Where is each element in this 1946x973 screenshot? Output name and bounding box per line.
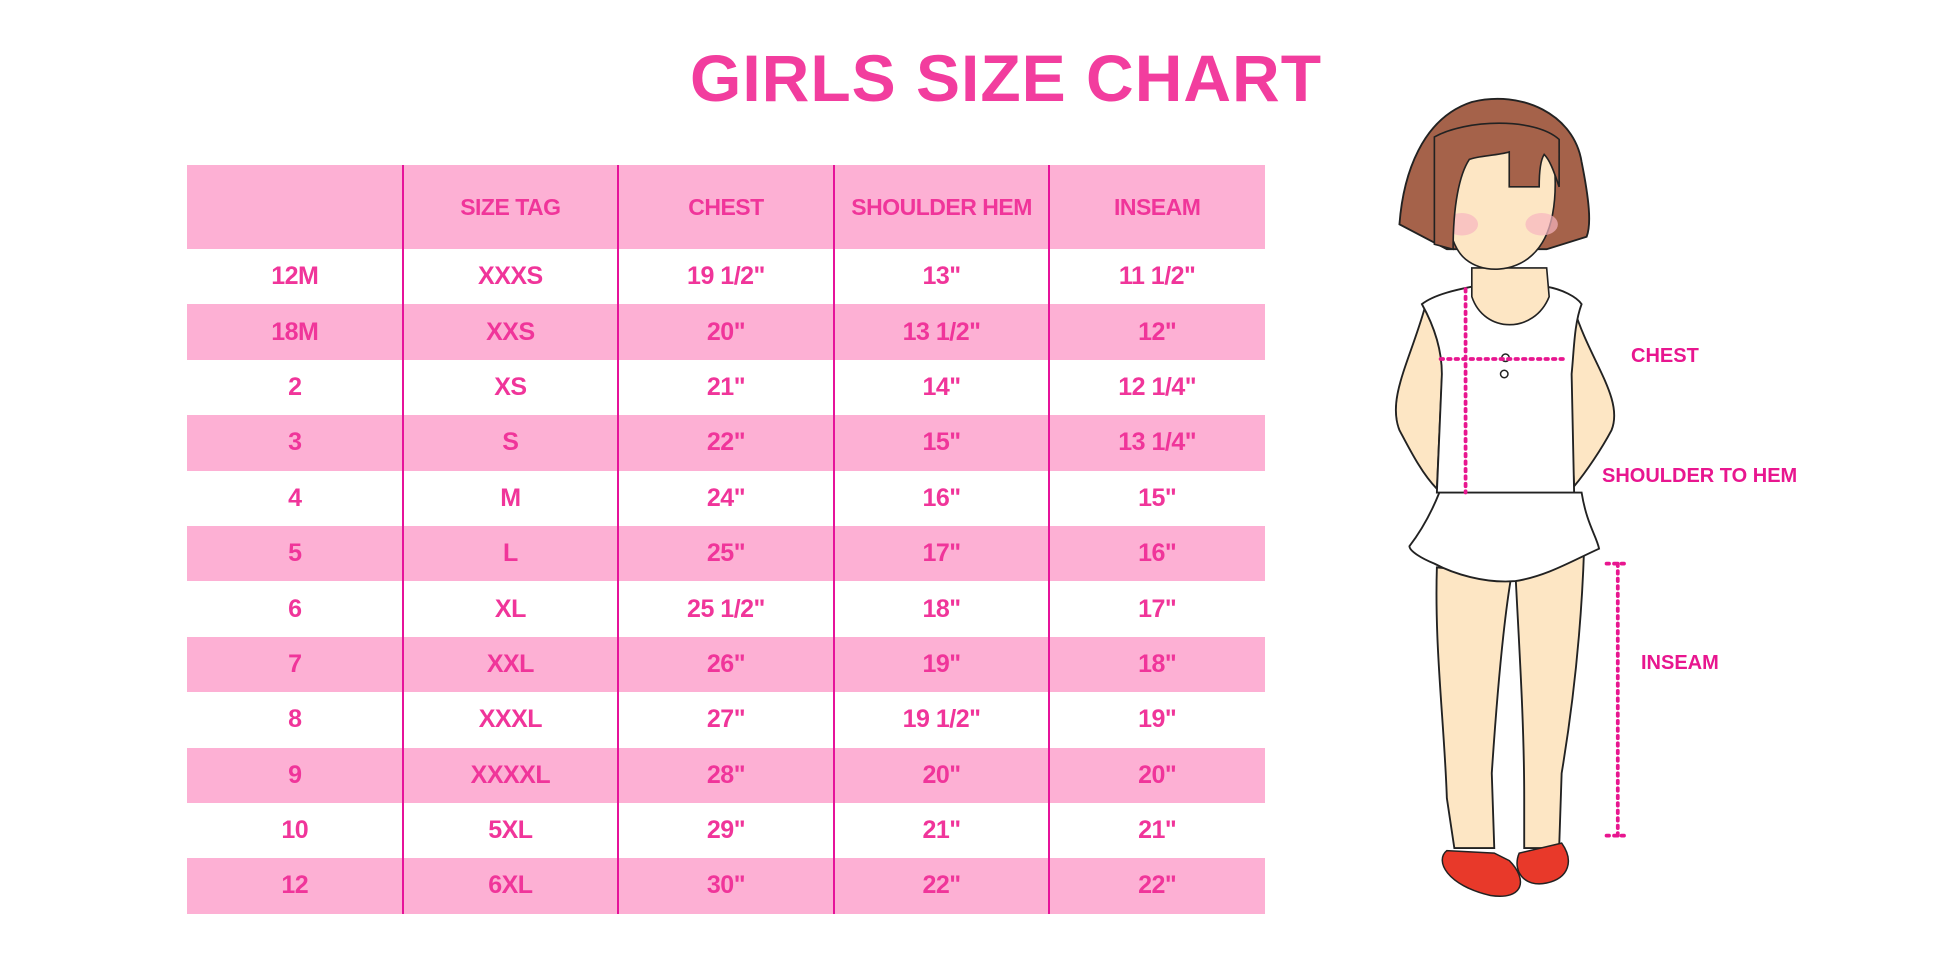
table-row: 18M XXS 20" 13 1/2" 12"	[187, 304, 1265, 360]
table-cell: XXS	[486, 317, 535, 346]
table-cell: 24"	[706, 483, 746, 512]
table-row: 4 M 24" 16" 15"	[187, 471, 1265, 526]
column-divider	[402, 165, 404, 914]
table-row: 6 XL 25 1/2" 18" 17"	[187, 581, 1265, 636]
table-cell: 19 1/2"	[687, 262, 765, 291]
table-cell: 26"	[706, 649, 746, 678]
table-row: 10 5XL 29" 21" 21"	[187, 803, 1265, 858]
table-cell: 8	[288, 705, 302, 734]
table-row: 12M XXXS 19 1/2" 13" 11 1/2"	[187, 249, 1265, 304]
table-cell: M	[500, 483, 521, 512]
table-cell: 5XL	[488, 816, 533, 845]
table-cell: S	[502, 428, 519, 457]
table-cell: 22"	[706, 428, 746, 457]
table-cell: XL	[494, 594, 526, 623]
table-cell: 21"	[1138, 816, 1177, 845]
table-row: 7 XXL 26" 19" 18"	[187, 636, 1265, 693]
table-cell: 3	[288, 428, 302, 457]
table-cell: 9	[288, 760, 302, 789]
table-cell: 12M	[271, 262, 319, 291]
table-cell: 10	[281, 816, 309, 845]
table-cell: 20"	[706, 317, 746, 346]
table-cell: 19 1/2"	[902, 705, 981, 734]
table-cell: 6	[288, 594, 302, 623]
table-cell: 18"	[922, 594, 961, 623]
table-cell: XS	[494, 372, 527, 401]
table-cell: 22"	[922, 871, 961, 900]
table-cell: L	[503, 539, 518, 568]
column-divider	[833, 165, 835, 914]
table-cell: 14"	[922, 372, 961, 401]
column-divider	[617, 165, 619, 914]
table-cell: 2	[288, 372, 302, 401]
table-cell: 17"	[922, 539, 961, 568]
table-cell: 28"	[706, 760, 746, 789]
table-cell: 13"	[922, 262, 961, 291]
table-header-row: SIZE TAG CHEST SHOULDER HEM INSEAM	[187, 165, 1265, 249]
column-header: CHEST	[688, 193, 764, 220]
table-cell: 12"	[1138, 317, 1177, 346]
table-cell: 25"	[706, 539, 746, 568]
table-cell: 12 1/4"	[1118, 372, 1197, 401]
size-table: SIZE TAG CHEST SHOULDER HEM INSEAM 12M XXXS 19…	[187, 165, 1265, 914]
table-row: 8 XXXL 27" 19 1/2" 19"	[187, 692, 1265, 747]
table-cell: 11 1/2"	[1118, 262, 1196, 291]
table-cell: 21"	[922, 816, 961, 845]
table-cell: XXL	[486, 649, 535, 678]
table-cell: 25 1/2"	[687, 594, 765, 623]
table-cell: XXXXL	[470, 760, 551, 789]
table-cell: 17"	[1138, 594, 1177, 623]
girl-measurement-illustration	[1394, 97, 1629, 897]
table-cell: 22"	[1138, 871, 1177, 900]
table-cell: 16"	[1138, 539, 1177, 568]
table-row: 12 6XL 30" 22" 22"	[187, 858, 1265, 914]
table-cell: 13 1/2"	[902, 317, 981, 346]
table-cell: 20"	[922, 760, 961, 789]
column-header: SHOULDER HEM	[851, 193, 1032, 220]
inseam-label: INSEAM	[1641, 652, 1719, 674]
table-cell: 21"	[706, 372, 746, 401]
column-header: SIZE TAG	[460, 193, 561, 220]
table-row: 3 S 22" 15" 13 1/4"	[187, 415, 1265, 471]
table-cell: 19"	[1138, 705, 1177, 734]
table-cell: 13 1/4"	[1118, 428, 1197, 457]
table-cell: 30"	[706, 871, 746, 900]
table-cell: 16"	[922, 483, 961, 512]
page-title: GIRLS SIZE CHART	[690, 41, 1323, 115]
column-header: INSEAM	[1113, 193, 1201, 220]
table-cell: 7	[288, 649, 302, 678]
table-cell: 20"	[1138, 760, 1177, 789]
column-header	[187, 165, 403, 249]
table-row: 9 XXXXL 28" 20" 20"	[187, 747, 1265, 803]
table-cell: 12	[281, 871, 309, 900]
table-cell: 15"	[1138, 483, 1177, 512]
chest-label: CHEST	[1631, 345, 1699, 367]
table-cell: 18M	[271, 317, 319, 346]
table-cell: 29"	[706, 816, 746, 845]
table-row: 2 XS 21" 14" 12 1/4"	[187, 360, 1265, 415]
table-cell: 4	[288, 483, 302, 512]
column-divider	[1048, 165, 1050, 914]
table-cell: 5	[288, 539, 302, 568]
table-cell: 6XL	[488, 871, 533, 900]
shoulder-to-hem-label: SHOULDER TO HEM	[1602, 465, 1798, 487]
table-cell: XXXS	[478, 262, 543, 291]
table-cell: 18"	[1138, 649, 1177, 678]
table-cell: 19"	[922, 649, 961, 678]
table-cell: 15"	[922, 428, 961, 457]
table-row: 5 L 25" 17" 16"	[187, 525, 1265, 582]
table-cell: XXXL	[478, 705, 543, 734]
table-cell: 27"	[706, 705, 746, 734]
